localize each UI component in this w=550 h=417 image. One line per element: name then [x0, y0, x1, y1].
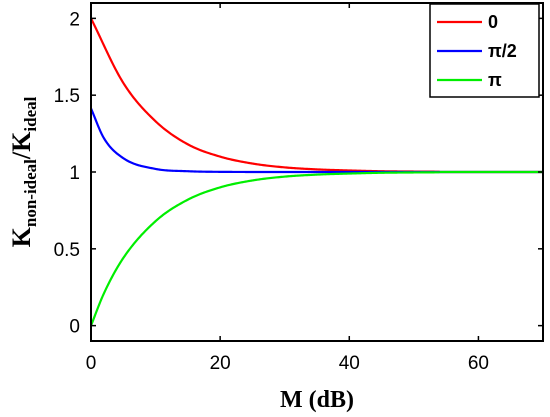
y-axis-title-k1: K [7, 226, 36, 247]
y-axis-title-sub2: ideal [21, 96, 40, 131]
y-tick-label: 0 [69, 317, 80, 338]
series-line-0 [90, 17, 440, 173]
y-axis-title-slash: / [7, 151, 36, 160]
legend-entries: 0 π/2 π [437, 12, 517, 90]
series-line-1 [89, 107, 440, 174]
series-lines [89, 17, 543, 327]
x-tick-label: 20 [210, 353, 231, 374]
y-axis-title: Knon-ideal/Kideal [7, 96, 40, 247]
y-tick-label: 1.5 [54, 86, 80, 107]
x-tick-label: 40 [339, 353, 360, 374]
y-tick-label: 1 [69, 163, 80, 184]
y-tick-label: 0.5 [54, 240, 80, 261]
x-tick-label: 60 [468, 353, 489, 374]
legend-label: 0 [488, 12, 498, 32]
y-axis-ticks: 0 0.5 1 1.5 2 [54, 9, 543, 338]
x-axis-title: M (dB) [280, 387, 354, 413]
legend-label: π/2 [488, 41, 517, 61]
y-axis-title-sub1: non-ideal [21, 159, 40, 227]
legend: 0 π/2 π [429, 3, 540, 98]
series-line-2 [89, 171, 440, 327]
x-axis-ticks: 0 20 40 60 [86, 3, 489, 374]
y-tick-label: 2 [69, 9, 80, 30]
legend-label: π [488, 70, 502, 90]
y-axis-title-k2: K [7, 131, 36, 152]
x-tick-label: 0 [86, 353, 97, 374]
